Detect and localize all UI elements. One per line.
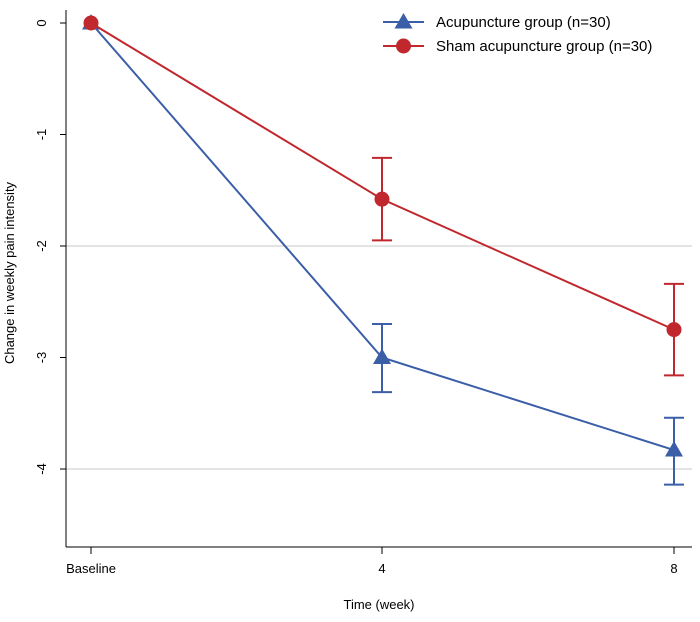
x-axis-label: Time (week)	[343, 597, 414, 612]
data-point-1-2	[666, 322, 682, 338]
legend-label-1: Sham acupuncture group (n=30)	[436, 38, 652, 55]
legend-marker-0	[394, 13, 413, 29]
x-tick-label-1: 4	[378, 561, 385, 576]
y-tick-label-4: -4	[34, 463, 49, 475]
y-tick-label-3: -3	[34, 352, 49, 364]
y-ticks: 0 -1 -2 -3 -4	[34, 19, 66, 475]
legend: Acupuncture group (n=30) Sham acupuncture…	[383, 13, 652, 55]
legend-marker-1	[396, 38, 411, 54]
x-ticks: Baseline 4 8	[66, 547, 678, 576]
data-point-1-0	[83, 15, 99, 31]
y-tick-label-0: 0	[34, 19, 49, 26]
x-tick-label-0: Baseline	[66, 561, 116, 576]
y-tick-label-1: -1	[34, 129, 49, 141]
series	[82, 14, 684, 486]
series-0	[82, 14, 684, 486]
y-tick-label-2: -2	[34, 240, 49, 252]
axes	[65, 10, 692, 548]
data-point-0-2	[665, 441, 683, 457]
gridlines	[66, 245, 692, 470]
x-tick-label-2: 8	[670, 561, 677, 576]
y-axis-label: Change in weekly pain intensity	[2, 181, 17, 364]
series-1	[83, 15, 684, 377]
legend-label-0: Acupuncture group (n=30)	[436, 14, 611, 31]
data-point-1-1	[374, 191, 390, 207]
data-point-0-1	[373, 348, 391, 364]
